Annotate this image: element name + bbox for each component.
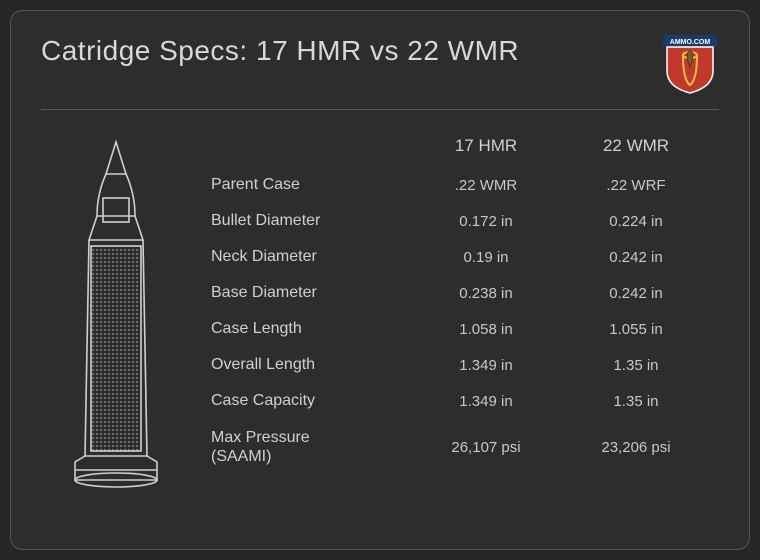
table-row: Overall Length 1.349 in 1.35 in bbox=[211, 356, 719, 374]
table-row: Case Length 1.058 in 1.055 in bbox=[211, 320, 719, 338]
spec-label: Overall Length bbox=[211, 356, 411, 374]
spec-value: 1.35 in bbox=[561, 357, 711, 374]
table-row: Max Pressure (SAAMI) 26,107 psi 23,206 p… bbox=[211, 428, 719, 466]
spec-value: 1.35 in bbox=[561, 393, 711, 410]
table-row: Neck Diameter 0.19 in 0.242 in bbox=[211, 248, 719, 266]
spec-value: 0.242 in bbox=[561, 285, 711, 302]
table-row: Case Capacity 1.349 in 1.35 in bbox=[211, 392, 719, 410]
spec-label: Bullet Diameter bbox=[211, 212, 411, 230]
spec-table: 17 HMR 22 WMR Parent Case .22 WMR .22 WR… bbox=[211, 136, 719, 496]
spec-label-line1: Max Pressure bbox=[211, 429, 310, 446]
spec-value: .22 WRF bbox=[561, 177, 711, 194]
spec-value: 0.238 in bbox=[411, 285, 561, 302]
table-row: Bullet Diameter 0.172 in 0.224 in bbox=[211, 212, 719, 230]
spec-label: Case Length bbox=[211, 320, 411, 338]
spec-label: Parent Case bbox=[211, 176, 411, 194]
spec-label-line2: (SAAMI) bbox=[211, 448, 271, 465]
spec-value: 0.224 in bbox=[561, 213, 711, 230]
spec-value: 1.058 in bbox=[411, 321, 561, 338]
header: Catridge Specs: 17 HMR vs 22 WMR AMMO.CO… bbox=[41, 35, 719, 95]
spec-value: 0.242 in bbox=[561, 249, 711, 266]
cartridge-illustration bbox=[41, 136, 191, 496]
column-headers: 17 HMR 22 WMR bbox=[211, 136, 719, 156]
content: 17 HMR 22 WMR Parent Case .22 WMR .22 WR… bbox=[41, 136, 719, 496]
spec-value: 0.172 in bbox=[411, 213, 561, 230]
spec-value: 23,206 psi bbox=[561, 439, 711, 456]
header-spacer bbox=[211, 136, 411, 156]
ammo-logo: AMMO.COM bbox=[661, 35, 719, 95]
spec-value: 1.349 in bbox=[411, 357, 561, 374]
spec-value: 26,107 psi bbox=[411, 439, 561, 456]
spec-value: 1.055 in bbox=[561, 321, 711, 338]
spec-value: 1.349 in bbox=[411, 393, 561, 410]
spec-card: Catridge Specs: 17 HMR vs 22 WMR AMMO.CO… bbox=[10, 10, 750, 550]
table-row: Parent Case .22 WMR .22 WRF bbox=[211, 176, 719, 194]
spec-label: Case Capacity bbox=[211, 392, 411, 410]
divider bbox=[41, 109, 719, 110]
spec-label: Base Diameter bbox=[211, 284, 411, 302]
spec-value: .22 WMR bbox=[411, 177, 561, 194]
table-row: Base Diameter 0.238 in 0.242 in bbox=[211, 284, 719, 302]
col-header-1: 17 HMR bbox=[411, 136, 561, 156]
spec-label: Max Pressure (SAAMI) bbox=[211, 428, 411, 466]
spec-value: 0.19 in bbox=[411, 249, 561, 266]
page-title: Catridge Specs: 17 HMR vs 22 WMR bbox=[41, 35, 519, 67]
logo-text: AMMO.COM bbox=[670, 39, 711, 46]
col-header-2: 22 WMR bbox=[561, 136, 711, 156]
spec-label: Neck Diameter bbox=[211, 248, 411, 266]
